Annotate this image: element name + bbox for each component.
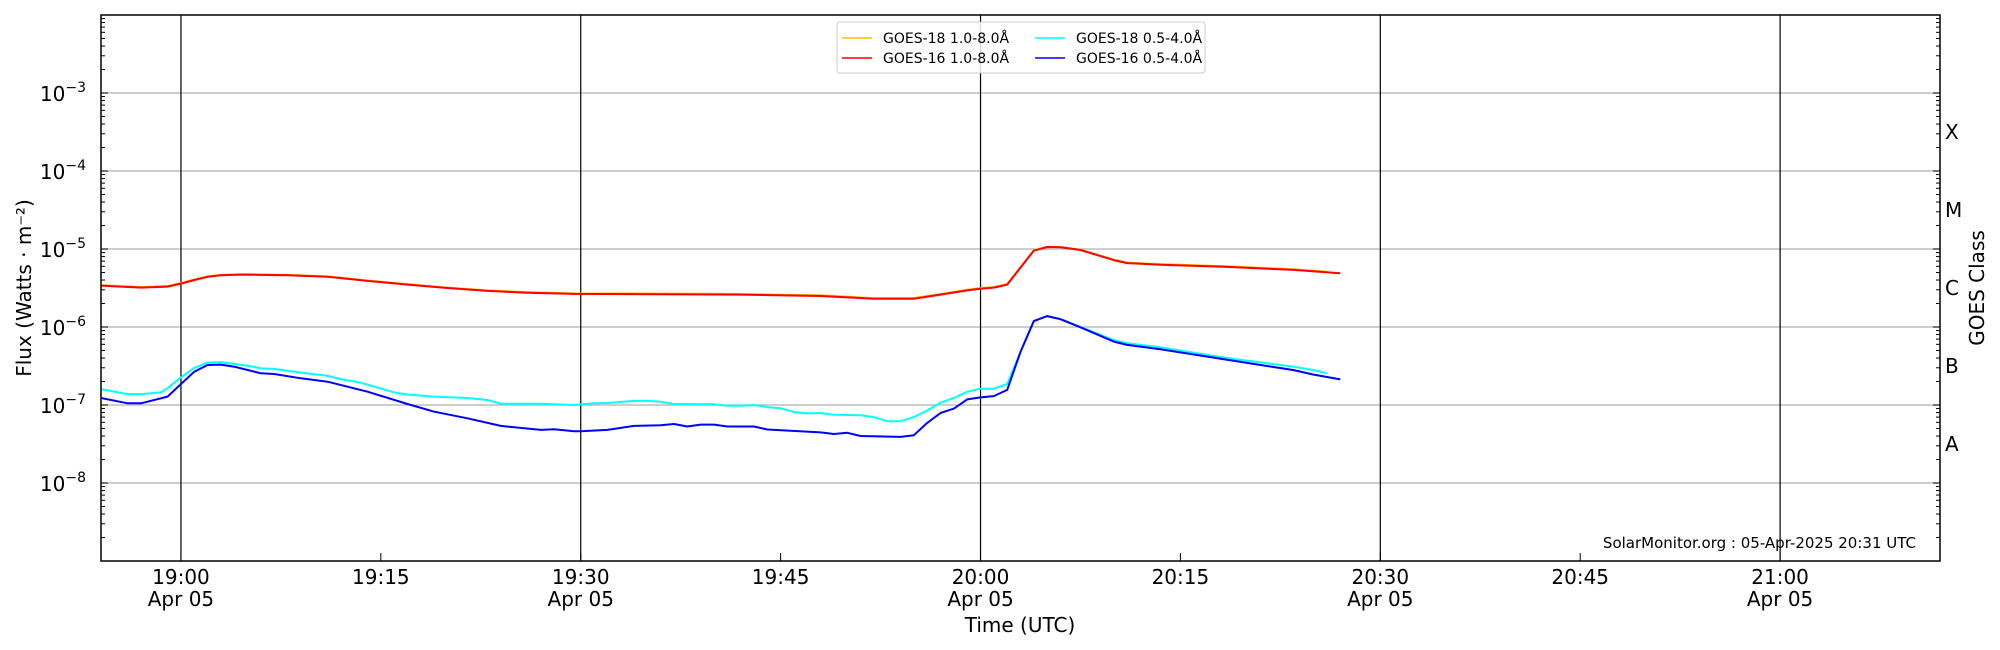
goes-class-label: C (1945, 276, 1959, 300)
y-tick-label: 10−6 (40, 314, 86, 340)
x-tick-date-label: Apr 05 (148, 587, 214, 611)
goes-class-label: M (1945, 198, 1962, 222)
x-axis-label: Time (UTC) (964, 613, 1076, 637)
y-axis-label: Flux (Watts · m⁻²) (12, 199, 36, 377)
legend-label: GOES-18 0.5-4.0Å (1076, 30, 1202, 47)
goes-class-label: B (1945, 354, 1959, 378)
x-tick-time-label: 20:00 (952, 565, 1010, 589)
x-tick-time-label: 19:15 (352, 565, 410, 589)
y-tick-label: 10−8 (40, 470, 86, 496)
goes-class-label: A (1945, 432, 1959, 456)
plot-frame (100, 14, 1941, 562)
x-tick-time-label: 21:00 (1751, 565, 1809, 589)
axes (100, 14, 1941, 562)
y-tick-label: 10−3 (40, 80, 86, 106)
x-tick-date-label: Apr 05 (947, 587, 1013, 611)
x-tick-date-label: Apr 05 (548, 587, 614, 611)
series-lines (100, 245, 1341, 438)
x-tick-date-label: Apr 05 (1747, 587, 1813, 611)
x-tick-date-label: Apr 05 (1347, 587, 1413, 611)
series-line-goes-16-1-0-8-0- (100, 246, 1341, 300)
legend: GOES-18 1.0-8.0Å GOES-18 0.5-4.0Å GOES-16 … (836, 21, 1206, 74)
y-tick-label: 10−7 (40, 392, 86, 418)
x-tick-time-label: 20:15 (1152, 565, 1210, 589)
y-tick-label: 10−4 (40, 158, 86, 184)
x-tick-time-label: 20:30 (1351, 565, 1409, 589)
x-tick-time-label: 19:45 (752, 565, 810, 589)
x-tick-time-label: 19:00 (152, 565, 210, 589)
y-axis-right-label: GOES Class (1965, 230, 1989, 346)
y-tick-label: 10−5 (40, 236, 86, 262)
series-line-goes-18-1-0-8-0- (100, 245, 1328, 300)
goes-class-label: X (1945, 120, 1959, 144)
legend-box (836, 21, 1206, 74)
series-line-goes-16-0-5-4-0- (100, 315, 1341, 438)
grid (101, 15, 1940, 561)
legend-label: GOES-18 1.0-8.0Å (883, 30, 1009, 47)
annotation-watermark: SolarMonitor.org : 05-Apr-2025 20:31 UTC (1603, 534, 1916, 552)
legend-label: GOES-16 1.0-8.0Å (883, 50, 1009, 67)
legend-label: GOES-16 0.5-4.0Å (1076, 50, 1202, 67)
x-tick-time-label: 19:30 (552, 565, 610, 589)
x-tick-time-label: 20:45 (1551, 565, 1609, 589)
